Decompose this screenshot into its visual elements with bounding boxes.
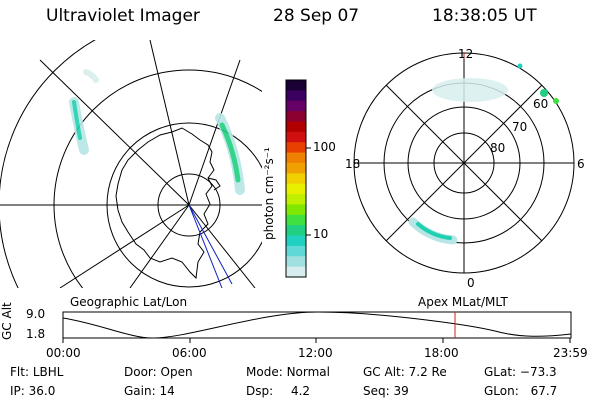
lat-label-80: 80	[490, 141, 506, 155]
glon-status: GLon: 67.7	[484, 384, 557, 398]
glon-value: 67.7	[530, 384, 558, 398]
mlt-label-18: 18	[345, 157, 361, 171]
ip-status: IP: 36.0	[10, 384, 55, 398]
colorbar-segment	[286, 100, 306, 112]
timeline-ymax: 9.0	[26, 307, 46, 321]
door-value: Open	[160, 365, 193, 379]
door-status: Door: Open	[124, 365, 193, 379]
colorbar-segment	[286, 214, 306, 226]
altitude-timeline	[62, 311, 572, 343]
ip-value: 36.0	[28, 384, 56, 398]
lat-label-70: 70	[512, 120, 528, 134]
colorbar-segment	[286, 131, 306, 143]
time-tick-0600: 06:00	[172, 346, 207, 360]
flt-label: Flt:	[10, 365, 29, 379]
glon-label: GLon:	[484, 384, 519, 398]
colorbar-segment	[286, 80, 306, 91]
glat-value: −73.3	[519, 365, 557, 379]
glat-status: GLat: −73.3	[484, 365, 557, 379]
glat-label: GLat:	[484, 365, 517, 379]
colorbar-segment	[286, 194, 306, 206]
time-tick-0000: 00:00	[46, 346, 81, 360]
time-label: 18:38:05 UT	[432, 6, 537, 26]
colorbar-segment	[286, 266, 306, 278]
colorbar-unit-label: photon cm⁻²s⁻¹	[262, 147, 276, 240]
antarctica-coastline	[115, 127, 215, 280]
geo-map-label: Geographic Lat/Lon	[70, 295, 188, 309]
time-tick-1800: 18:00	[424, 346, 459, 360]
time-tick-2359: 23:59	[553, 346, 588, 360]
colorbar-segment	[286, 90, 306, 102]
dsp-label: Dsp:	[246, 384, 274, 398]
colorbar-segment	[286, 225, 306, 237]
gain-value: 14	[159, 384, 175, 398]
aurora-emission-polar	[408, 63, 559, 245]
seq-label: Seq:	[363, 384, 390, 398]
flt-status: Flt: LBHL	[10, 365, 63, 379]
colorbar-segment	[286, 256, 306, 268]
polar-plot-label: Apex MLat/MLT	[418, 295, 508, 309]
colorbar-segment	[286, 162, 306, 174]
colorbar-segment	[286, 152, 306, 164]
gain-label: Gain:	[124, 384, 156, 398]
lat-label-60: 60	[533, 97, 549, 111]
colorbar-tick-10: 10	[313, 227, 329, 241]
timeline-axis-label: GC Alt	[0, 302, 14, 340]
geographic-map	[0, 40, 262, 288]
altitude-curve	[62, 311, 572, 339]
mode-value: Normal	[286, 365, 330, 379]
mlt-label-0: 0	[467, 276, 475, 290]
mlt-label-12: 12	[458, 47, 474, 61]
dsp-value: 4.2	[290, 384, 311, 398]
colorbar-segment	[286, 121, 306, 133]
mode-label: Mode:	[246, 365, 283, 379]
colorbar-segment	[286, 173, 306, 185]
dsp-status: Dsp: 4.2	[246, 384, 310, 398]
instrument-title: Ultraviolet Imager	[46, 6, 200, 26]
seq-status: Seq: 39	[363, 384, 409, 398]
colorbar-segment	[286, 204, 306, 216]
mode-status: Mode: Normal	[246, 365, 330, 379]
time-tick-1200: 12:00	[298, 346, 333, 360]
flt-value: LBHL	[32, 365, 64, 379]
gcalt-label: GC Alt:	[363, 365, 405, 379]
gain-status: Gain: 14	[124, 384, 175, 398]
polar-plot	[353, 52, 575, 274]
timeline-ymin: 1.8	[26, 327, 46, 341]
gcalt-value: 7.2 Re	[408, 365, 447, 379]
colorbar-segment	[286, 235, 306, 247]
colorbar-segment	[286, 245, 306, 257]
colorbar-tick-100: 100	[313, 140, 336, 154]
colorbar-segment	[286, 142, 306, 154]
gcalt-status: GC Alt: 7.2 Re	[363, 365, 447, 379]
colorbar	[285, 79, 311, 278]
colorbar-segment	[286, 111, 306, 123]
door-label: Door:	[124, 365, 157, 379]
colorbar-segment	[286, 183, 306, 195]
aurora-emission-geo	[69, 69, 245, 195]
date-label: 28 Sep 07	[273, 6, 360, 26]
ip-label: IP:	[10, 384, 25, 398]
seq-value: 39	[393, 384, 409, 398]
mlt-label-6: 6	[577, 157, 585, 171]
